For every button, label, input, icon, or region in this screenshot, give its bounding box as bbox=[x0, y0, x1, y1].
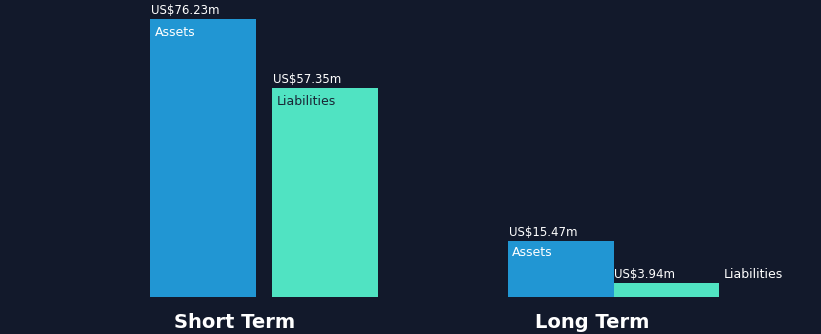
Text: US$3.94m: US$3.94m bbox=[614, 268, 676, 281]
Text: US$57.35m: US$57.35m bbox=[273, 73, 342, 86]
Bar bbox=[273, 88, 378, 297]
Text: Liabilities: Liabilities bbox=[723, 268, 782, 281]
Text: Liabilities: Liabilities bbox=[277, 95, 336, 108]
Text: Assets: Assets bbox=[512, 246, 553, 259]
Bar bbox=[150, 19, 256, 297]
Text: Assets: Assets bbox=[154, 26, 195, 39]
Bar bbox=[613, 283, 719, 297]
Text: Short Term: Short Term bbox=[174, 313, 296, 332]
Text: US$76.23m: US$76.23m bbox=[151, 4, 220, 17]
Text: Long Term: Long Term bbox=[535, 313, 649, 332]
Bar bbox=[508, 241, 613, 297]
Text: US$15.47m: US$15.47m bbox=[509, 226, 577, 239]
